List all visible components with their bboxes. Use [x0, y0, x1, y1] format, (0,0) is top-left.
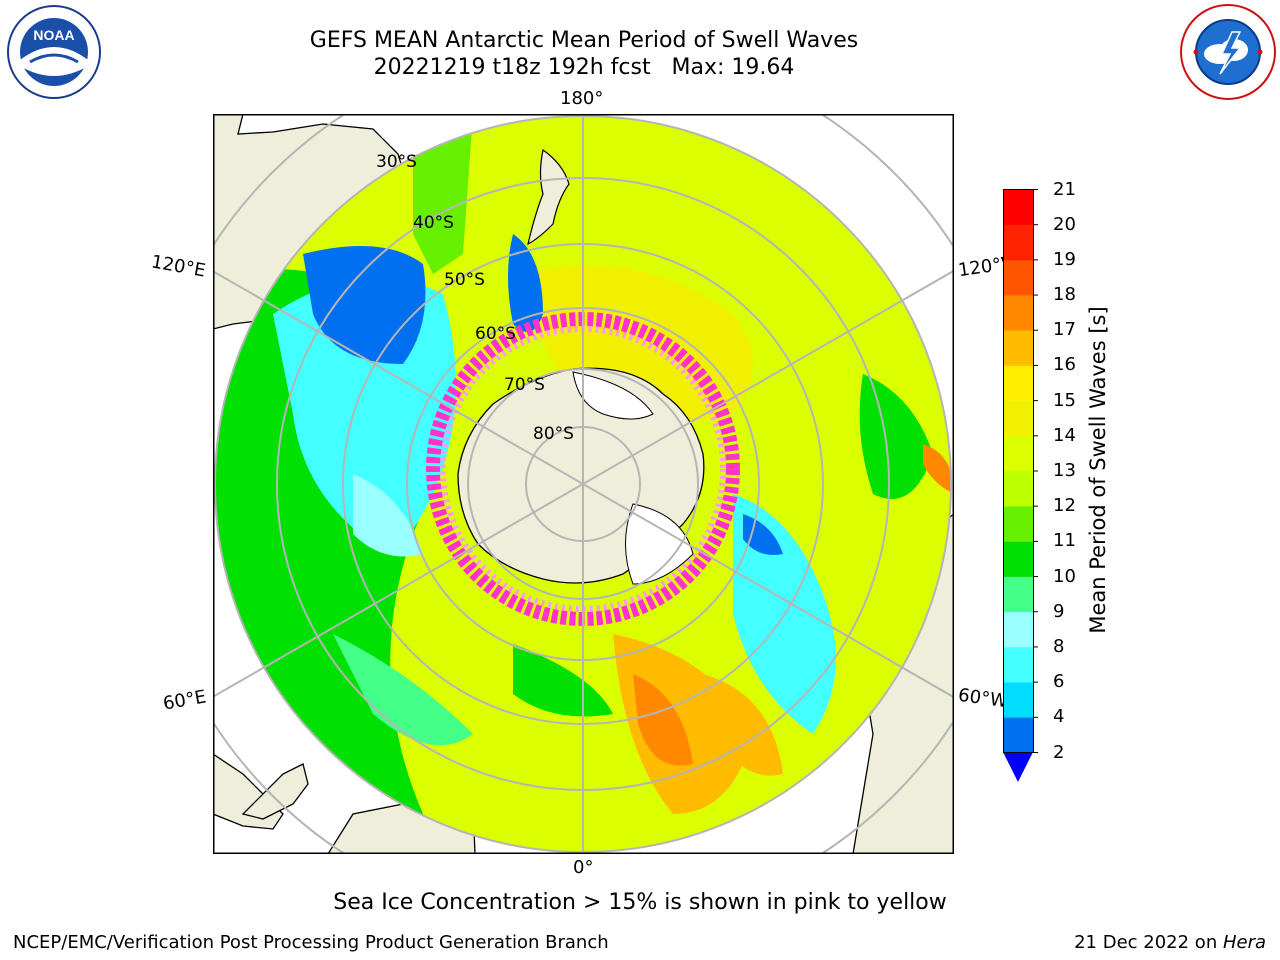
lon-label-120e: 120°E [149, 251, 208, 282]
machine-name: Hera [1222, 932, 1266, 953]
lon-label-180: 180° [560, 88, 604, 109]
colorbar-segment [1003, 506, 1034, 542]
polar-map [213, 114, 954, 854]
colorbar-tick-label: 12 [1053, 495, 1076, 517]
colorbar-segment [1003, 330, 1034, 366]
colorbar-segment [1003, 576, 1034, 613]
lat-label-60s: 60°S [475, 324, 516, 344]
lon-label-0: 0° [573, 857, 594, 878]
colorbar-tick-label: 8 [1053, 635, 1065, 657]
noaa-logo: NOAA [7, 5, 101, 99]
colorbar-segment [1003, 189, 1034, 225]
lat-label-70s: 70°S [504, 375, 545, 395]
colorbar-tick-label: 16 [1053, 354, 1076, 376]
colorbar-label: Mean Period of Swell Waves [s] [1086, 306, 1110, 634]
colorbar-tick-label: 21 [1053, 178, 1076, 200]
colorbar-tick-label: 18 [1053, 284, 1076, 306]
colorbar-under-triangle [1003, 752, 1033, 782]
colorbar-tick-label: 20 [1053, 213, 1076, 235]
colorbar-tick-label: 13 [1053, 460, 1076, 481]
graticule [213, 114, 954, 854]
colorbar-tick-label: 19 [1053, 248, 1076, 270]
lon-label-60e: 60°E [161, 686, 208, 715]
svg-text:NOAA: NOAA [33, 27, 74, 43]
colorbar-tick-label: 15 [1053, 389, 1076, 411]
colorbar-tick-label: 11 [1053, 530, 1076, 552]
chart-subtitle: 20221219 t18z 192h fcst Max: 19.64 [373, 55, 795, 80]
credit-text: NCEP/EMC/Verification Post Processing Pr… [13, 932, 609, 953]
colorbar [1003, 189, 1038, 782]
lat-label-80s: 80°S [533, 424, 574, 444]
colorbar-tick-label: 14 [1053, 424, 1076, 446]
colorbar-tick-label: 2 [1053, 741, 1065, 763]
colorbar-segment [1003, 259, 1034, 296]
chart-title: GEFS MEAN Antarctic Mean Period of Swell… [309, 28, 859, 53]
colorbar-segment [1003, 295, 1034, 331]
nws-logo [1180, 4, 1276, 100]
date-value: 21 Dec 2022 on [1074, 932, 1223, 953]
sea-ice-note: Sea Ice Concentration > 15% is shown in … [333, 890, 947, 915]
new-zealand-land [527, 148, 570, 246]
colorbar-segment [1003, 646, 1034, 683]
colorbar-tick-label: 6 [1053, 671, 1065, 693]
colorbar-tick-label: 10 [1053, 565, 1076, 587]
lat-label-30s: 30°S [376, 152, 417, 172]
colorbar-segment [1003, 682, 1034, 718]
colorbar-segment [1003, 611, 1034, 648]
colorbar-segment [1003, 717, 1034, 753]
colorbar-segment [1003, 400, 1034, 437]
colorbar-tick-label: 4 [1053, 706, 1065, 728]
lat-label-40s: 40°S [413, 213, 454, 233]
colorbar-segment [1003, 365, 1034, 401]
colorbar-tick-label: 9 [1053, 600, 1065, 622]
colorbar-tick-label: 17 [1053, 319, 1076, 341]
lat-label-50s: 50°S [444, 270, 485, 290]
colorbar-segment [1003, 471, 1034, 507]
colorbar-segment [1003, 435, 1034, 472]
colorbar-segment [1003, 541, 1034, 577]
date-text: 21 Dec 2022 on Hera [1074, 932, 1266, 953]
colorbar-segment [1003, 224, 1034, 261]
